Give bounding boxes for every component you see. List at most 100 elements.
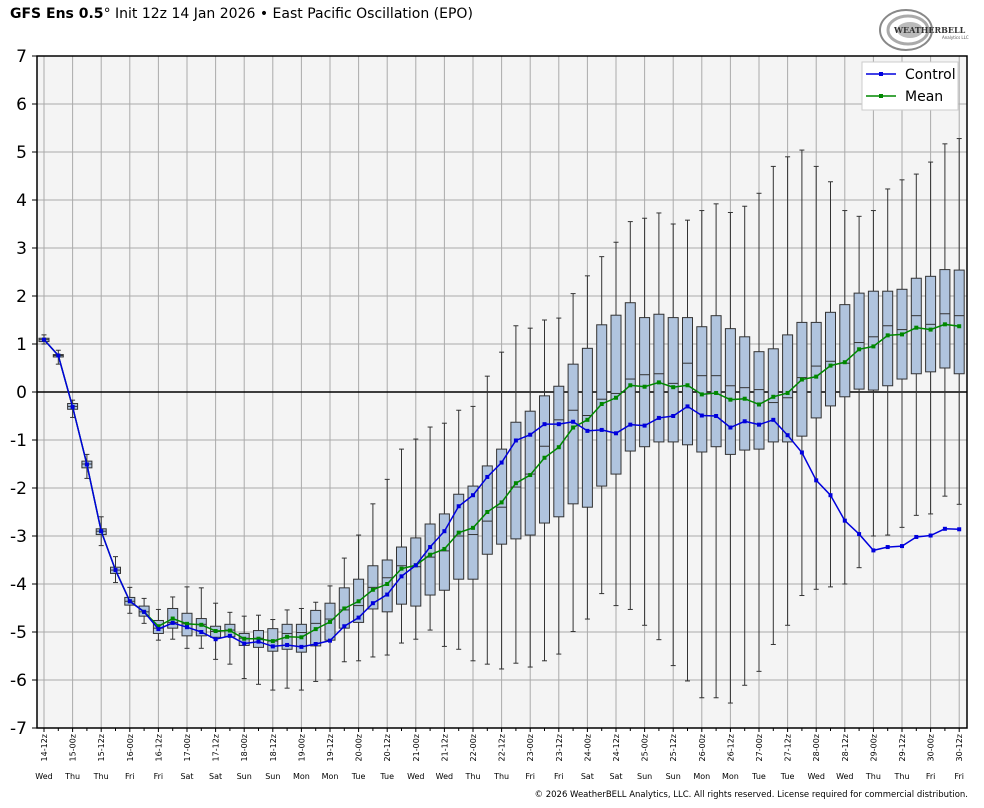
point-control <box>728 425 733 430</box>
x-day-label: Thu <box>865 772 881 781</box>
logo-swirl-icon: WEATHERBELL Analytics LLC <box>879 9 969 51</box>
y-tick-label: 2 <box>16 287 27 307</box>
point-control <box>914 534 919 539</box>
point-mean <box>328 619 332 624</box>
point-control <box>242 641 247 646</box>
y-tick-label: -5 <box>10 623 27 643</box>
point-control <box>699 413 704 418</box>
point-control <box>428 545 433 550</box>
x-tick-label: 30-12z <box>955 734 964 761</box>
point-control <box>614 431 618 436</box>
point-mean <box>914 325 919 330</box>
point-mean <box>814 374 819 379</box>
point-mean <box>356 599 361 604</box>
box-iqr <box>610 314 622 475</box>
box-iqr <box>867 290 879 391</box>
plot-frame <box>36 55 968 729</box>
ensemble-box <box>710 203 722 699</box>
point-control <box>56 353 61 358</box>
x-day-label: Thu <box>93 772 109 781</box>
box-iqr <box>567 363 579 505</box>
y-tick-label: 6 <box>16 95 27 115</box>
point-mean <box>542 455 547 460</box>
point-control <box>127 599 132 604</box>
box-iqr <box>453 493 465 580</box>
point-control <box>170 620 175 625</box>
point-control <box>342 624 347 629</box>
copyright-notice: © 2026 WeatherBELL Analytics, LLC. All r… <box>534 790 968 800</box>
x-day-label: Tue <box>751 772 766 781</box>
box-iqr <box>639 317 651 448</box>
point-control <box>442 529 447 534</box>
point-control <box>785 433 790 438</box>
point-control <box>185 625 189 630</box>
point-control <box>199 630 204 634</box>
x-tick-label: 29-12z <box>898 734 907 761</box>
point-control <box>299 644 304 649</box>
point-mean <box>928 327 933 332</box>
point-mean <box>513 481 518 486</box>
ensemble-box <box>424 426 436 631</box>
x-day-label: Wed <box>407 772 424 781</box>
x-tick-label: 16-00z <box>126 734 135 761</box>
point-mean <box>842 360 847 365</box>
box-iqr <box>739 336 751 451</box>
x-tick-label: 25-00z <box>641 734 650 761</box>
x-day-label: Sat <box>581 772 594 781</box>
point-control <box>313 642 318 646</box>
box-iqr <box>939 269 951 369</box>
box-iqr <box>467 485 479 580</box>
legend: Control Mean <box>861 61 959 111</box>
x-day-label: Tue <box>780 772 795 781</box>
x-tick-label: 17-12z <box>212 734 221 761</box>
point-control <box>628 422 633 427</box>
point-control <box>771 417 776 422</box>
ensemble-box <box>624 221 636 610</box>
box-iqr <box>653 313 665 443</box>
point-control <box>799 450 804 455</box>
point-mean <box>900 332 904 337</box>
model-name: GFS Ens 0.5 <box>10 6 104 22</box>
box-iqr <box>825 311 836 407</box>
legend-label-mean: Mean <box>905 89 943 105</box>
y-tick-label: -4 <box>10 575 27 595</box>
point-control <box>556 422 561 427</box>
ensemble-box <box>953 138 965 505</box>
point-control <box>385 592 390 597</box>
ensemble-box <box>367 503 379 658</box>
box-iqr <box>953 269 965 375</box>
box-iqr <box>696 326 708 453</box>
y-tick-label: -1 <box>10 431 27 451</box>
ensemble-box <box>753 192 765 672</box>
ensemble-box <box>667 223 679 667</box>
point-control <box>513 438 518 443</box>
point-control <box>871 548 876 553</box>
box-iqr <box>724 328 736 455</box>
point-control <box>942 526 947 531</box>
point-mean <box>728 397 733 402</box>
weatherbell-logo: WEATHERBELL Analytics LLC <box>878 6 970 52</box>
point-control <box>42 337 46 342</box>
point-mean <box>227 628 232 633</box>
x-tick-label: 25-12z <box>669 734 678 761</box>
ensemble-box <box>925 161 937 515</box>
x-day-label: Sat <box>609 772 622 781</box>
x-day-label: Fri <box>125 772 135 781</box>
x-day-label: Wed <box>807 772 824 781</box>
chart-title: GFS Ens 0.5° Init 12z 14 Jan 2026 • East… <box>10 6 473 22</box>
point-mean <box>871 344 876 349</box>
point-control <box>485 474 490 479</box>
x-day-label: Mon <box>722 772 739 781</box>
box-iqr <box>853 292 865 390</box>
point-control <box>885 545 890 550</box>
ensemble-box <box>853 215 865 569</box>
point-mean <box>256 636 261 641</box>
point-mean <box>799 377 804 382</box>
box-iqr <box>682 317 693 446</box>
point-control <box>571 419 576 424</box>
point-control <box>585 428 590 433</box>
ensemble-box <box>825 181 836 588</box>
box-iqr <box>753 351 765 450</box>
x-tick-label: 18-00z <box>240 734 249 761</box>
x-tick-label: 16-12z <box>154 734 163 761</box>
